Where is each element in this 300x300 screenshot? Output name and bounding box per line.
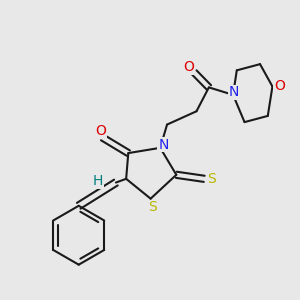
Text: O: O [183,60,194,74]
Text: N: N [229,85,239,99]
Text: N: N [158,138,169,152]
Text: O: O [274,79,285,92]
Text: H: H [93,174,103,188]
Text: S: S [148,200,157,214]
Text: S: S [207,172,215,186]
Text: O: O [96,124,106,138]
